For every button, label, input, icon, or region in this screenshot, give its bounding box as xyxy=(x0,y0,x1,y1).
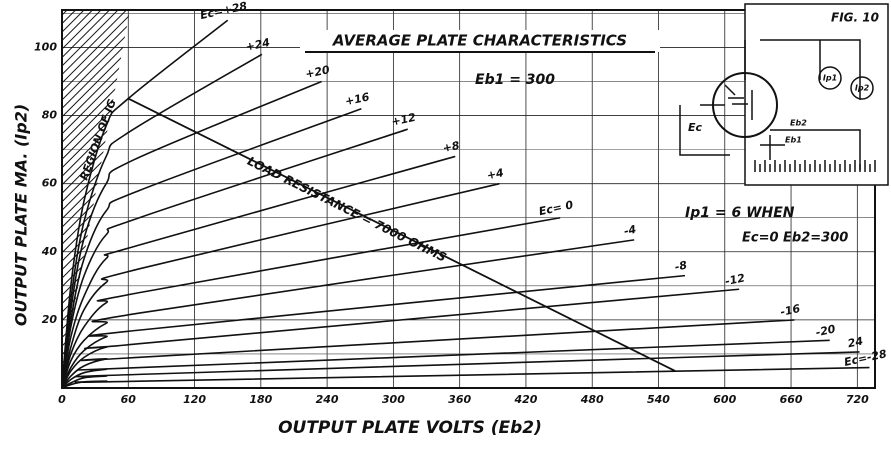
load-line xyxy=(127,97,676,372)
curve-label: +16 xyxy=(344,90,371,108)
x-tick-label: 360 xyxy=(448,393,471,406)
schematic-label: Eb2 xyxy=(790,119,807,128)
schematic-inset: FIG. 10 Ip1 Ip2 Ec Eb2 Eb1 xyxy=(679,3,889,186)
curve-label: -20 xyxy=(815,322,837,339)
x-tick-label: 540 xyxy=(647,393,670,406)
x-tick-label: 120 xyxy=(183,393,206,406)
annotation: Eb1 = 300 xyxy=(475,72,555,88)
characteristic-curve xyxy=(61,182,500,389)
characteristic-curve xyxy=(61,319,795,389)
characteristic-curve xyxy=(61,19,229,389)
battery xyxy=(754,160,876,172)
wiring xyxy=(679,39,861,170)
meter-ip1 xyxy=(818,66,842,90)
curve-label: +8 xyxy=(442,139,462,155)
x-tick-label: 0 xyxy=(58,393,66,406)
schematic-label: Ip1 xyxy=(823,74,837,83)
schematic-label: Ip2 xyxy=(855,84,870,93)
x-tick-label: 420 xyxy=(513,393,537,406)
characteristic-curve xyxy=(61,128,408,389)
x-axis-label: OUTPUT PLATE VOLTS (Eb2) xyxy=(278,418,542,438)
x-tick-label: 300 xyxy=(382,393,405,406)
hatched-region xyxy=(62,10,130,380)
curve-label: +24 xyxy=(244,36,271,54)
y-tick-label: 20 xyxy=(42,313,58,326)
x-tick-label: 60 xyxy=(121,393,137,406)
characteristic-curve xyxy=(61,80,322,389)
characteristic-curve xyxy=(61,155,456,389)
characteristic-curve xyxy=(61,366,870,389)
x-tick-label: 240 xyxy=(316,393,339,406)
x-tick-label: 600 xyxy=(713,393,736,406)
title-backing xyxy=(300,30,660,52)
chart-title: AVERAGE PLATE CHARACTERISTICS xyxy=(332,32,627,50)
characteristic-curve xyxy=(61,108,362,389)
curve-label: 24 xyxy=(847,334,865,350)
annotation: Ec=0 Eb2=300 xyxy=(742,231,848,246)
characteristic-curve xyxy=(61,216,561,389)
annotation: Ip1 = 6 WHEN xyxy=(685,205,795,221)
curve-label: -16 xyxy=(779,302,801,319)
characteristic-curve xyxy=(61,288,740,389)
y-tick-label: 40 xyxy=(41,245,58,258)
schematic-label: Eb1 xyxy=(785,136,802,145)
y-axis-label: OUTPUT PLATE MA. (Ip2) xyxy=(12,104,31,326)
curve-label: -8 xyxy=(674,258,689,273)
curve-label: -4 xyxy=(623,223,638,238)
figure-label: FIG. 10 xyxy=(831,11,879,25)
plot-frame xyxy=(61,9,876,389)
curve-label: +20 xyxy=(304,63,331,81)
characteristic-curve xyxy=(61,274,686,389)
schematic-label: Ec xyxy=(688,121,703,134)
meter-ip2 xyxy=(850,76,874,100)
y-tick-label: 80 xyxy=(42,109,58,122)
y-tick-label: 60 xyxy=(42,177,58,190)
y-tick-label: 100 xyxy=(34,40,57,53)
x-tick-label: 720 xyxy=(846,393,869,406)
characteristic-curve xyxy=(61,339,830,389)
x-tick-label: 480 xyxy=(580,393,604,406)
curves xyxy=(61,19,870,389)
curve-label: -12 xyxy=(724,271,746,288)
x-tick-label: 180 xyxy=(249,393,272,406)
inset-box xyxy=(744,3,889,186)
x-tick-label: 660 xyxy=(780,393,803,406)
characteristic-curve xyxy=(61,53,263,389)
curve-label: +4 xyxy=(486,166,505,182)
grid xyxy=(61,10,875,388)
characteristic-curve xyxy=(61,351,860,389)
characteristic-curve xyxy=(61,239,635,389)
curve-label: +12 xyxy=(390,111,417,129)
